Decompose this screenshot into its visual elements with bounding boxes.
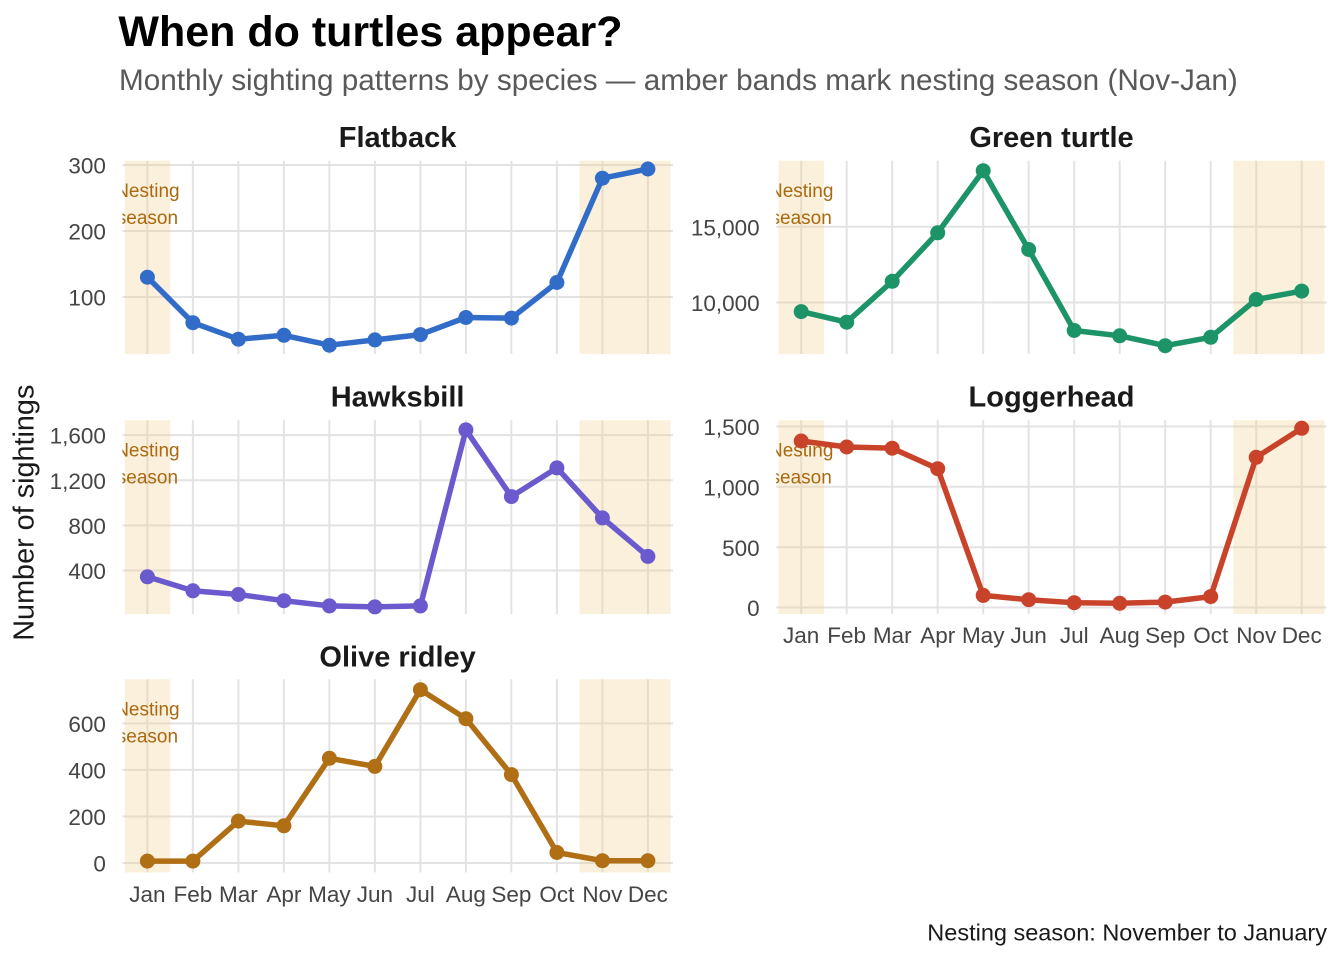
svg-text:Nov: Nov <box>582 882 623 907</box>
svg-text:Olive ridley: Olive ridley <box>319 642 475 674</box>
svg-text:Monthly sighting patterns by s: Monthly sighting patterns by species — a… <box>119 64 1238 97</box>
svg-text:Flatback: Flatback <box>339 122 458 154</box>
svg-text:1,600: 1,600 <box>50 424 106 449</box>
svg-text:Sep: Sep <box>491 882 531 907</box>
svg-text:Jun: Jun <box>357 882 393 907</box>
svg-text:10,000: 10,000 <box>691 291 760 316</box>
svg-text:500: 500 <box>722 536 760 561</box>
svg-text:200: 200 <box>68 220 106 245</box>
svg-text:Mar: Mar <box>219 882 258 907</box>
svg-text:Hawksbill: Hawksbill <box>331 382 465 414</box>
svg-text:Nesting: Nesting <box>115 441 179 462</box>
svg-text:Dec: Dec <box>1282 623 1322 648</box>
svg-text:Apr: Apr <box>266 882 302 907</box>
svg-text:1,500: 1,500 <box>703 415 759 440</box>
svg-text:season: season <box>771 208 832 229</box>
svg-text:season: season <box>771 468 832 489</box>
svg-text:Nov: Nov <box>1236 623 1277 648</box>
svg-text:May: May <box>308 882 351 907</box>
svg-text:season: season <box>117 468 178 489</box>
svg-text:400: 400 <box>68 759 106 784</box>
svg-text:Feb: Feb <box>174 882 213 907</box>
svg-text:Green turtle: Green turtle <box>969 122 1133 154</box>
svg-text:Jan: Jan <box>783 623 819 648</box>
svg-text:season: season <box>117 727 178 748</box>
svg-text:Loggerhead: Loggerhead <box>969 382 1135 414</box>
svg-text:Oct: Oct <box>1193 623 1229 648</box>
svg-text:Jun: Jun <box>1011 623 1047 648</box>
svg-text:Jan: Jan <box>129 882 165 907</box>
svg-text:200: 200 <box>68 805 106 830</box>
svg-text:Jul: Jul <box>1060 623 1089 648</box>
svg-text:Apr: Apr <box>920 623 956 648</box>
svg-text:600: 600 <box>68 712 106 737</box>
svg-text:15,000: 15,000 <box>691 215 760 240</box>
svg-text:1,000: 1,000 <box>703 475 759 500</box>
svg-text:Sep: Sep <box>1145 623 1185 648</box>
svg-text:Nesting season: November to Ja: Nesting season: November to January <box>927 920 1327 946</box>
svg-text:300: 300 <box>68 154 106 179</box>
svg-text:400: 400 <box>68 559 106 584</box>
svg-text:season: season <box>117 208 178 229</box>
svg-text:Nesting: Nesting <box>115 700 179 721</box>
svg-text:0: 0 <box>747 596 760 621</box>
svg-text:100: 100 <box>68 286 106 311</box>
svg-text:0: 0 <box>93 852 106 877</box>
svg-text:Jul: Jul <box>406 882 435 907</box>
svg-text:Nesting: Nesting <box>115 181 179 202</box>
svg-text:Dec: Dec <box>628 882 668 907</box>
svg-text:1,200: 1,200 <box>50 469 106 494</box>
svg-text:Number of sightings: Number of sightings <box>9 385 41 641</box>
svg-text:Mar: Mar <box>873 623 912 648</box>
svg-text:When do turtles appear?: When do turtles appear? <box>118 8 622 56</box>
svg-text:Feb: Feb <box>827 623 866 648</box>
svg-text:Nesting: Nesting <box>769 181 833 202</box>
svg-text:800: 800 <box>68 514 106 539</box>
svg-text:Aug: Aug <box>446 882 486 907</box>
svg-text:May: May <box>962 623 1005 648</box>
svg-text:Aug: Aug <box>1100 623 1140 648</box>
svg-text:Oct: Oct <box>539 882 575 907</box>
